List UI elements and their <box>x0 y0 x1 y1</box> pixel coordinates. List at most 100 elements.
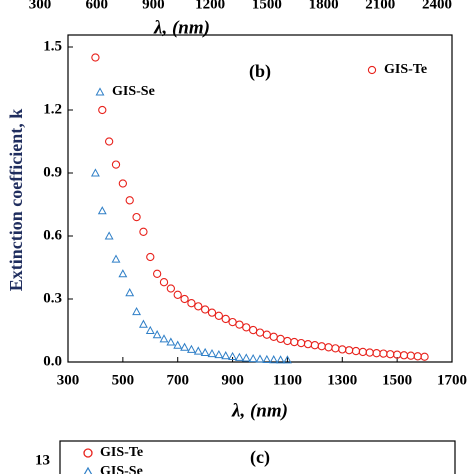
top-x-tick-label: 900 <box>142 0 165 12</box>
data-point <box>248 325 258 335</box>
y-tick-label: 0.6 <box>43 227 62 243</box>
data-point <box>242 323 251 332</box>
data-point <box>235 320 244 329</box>
data-point <box>97 206 107 215</box>
data-point <box>111 254 121 263</box>
x-tick-label: 700 <box>166 372 189 388</box>
x-tick-label: 1500 <box>382 372 412 388</box>
data-point <box>159 334 169 343</box>
data-point <box>324 343 333 352</box>
y-axis-label: Extinction coefficient, k <box>6 109 26 291</box>
legend-label: GIS-Se <box>112 84 155 99</box>
y-tick-label: 0.3 <box>43 290 62 306</box>
data-point <box>379 349 388 358</box>
legend-label: GIS-Te <box>384 62 427 77</box>
data-point <box>283 336 292 346</box>
data-point <box>248 353 258 363</box>
data-point <box>338 345 347 354</box>
data-point <box>276 334 285 344</box>
data-point <box>358 347 368 357</box>
data-point <box>241 353 251 362</box>
data-point <box>372 349 381 358</box>
x-tick-label: 900 <box>221 372 244 388</box>
bottom-panel-label: (c) <box>250 447 270 468</box>
data-point <box>310 341 320 350</box>
top-x-tick-label: 300 <box>29 0 52 12</box>
data-point <box>152 269 162 278</box>
data-point <box>207 308 217 317</box>
data-point <box>159 278 169 287</box>
y-tick-label: 0.9 <box>43 164 62 180</box>
bottom-legend-label: GIS-Se <box>100 464 143 474</box>
data-point <box>118 179 128 188</box>
data-point <box>180 294 189 304</box>
y-tick-label: 1.5 <box>43 38 62 54</box>
data-point <box>138 319 148 328</box>
data-point <box>90 168 100 177</box>
data-point <box>173 290 182 299</box>
data-point <box>221 314 230 324</box>
data-point <box>118 269 128 278</box>
data-point <box>104 231 114 240</box>
data-point <box>139 227 148 236</box>
data-point <box>228 317 237 327</box>
data-point <box>413 352 422 361</box>
data-point <box>166 284 176 293</box>
data-point <box>214 350 224 359</box>
top-x-tick-label: 600 <box>85 0 108 12</box>
y-tick-label: 0.0 <box>43 353 62 369</box>
x-tick-label: 1100 <box>273 372 302 388</box>
data-point <box>282 355 292 364</box>
data-point <box>399 351 409 360</box>
data-point <box>145 325 155 334</box>
data-point <box>234 352 244 361</box>
data-point <box>200 305 210 314</box>
data-point <box>125 196 134 205</box>
data-point <box>269 332 278 341</box>
data-point <box>125 288 135 297</box>
data-point <box>186 344 196 353</box>
data-point <box>406 351 416 360</box>
data-point <box>221 351 231 360</box>
data-point <box>132 306 142 316</box>
data-point <box>104 137 114 146</box>
data-point <box>152 330 162 339</box>
data-point <box>146 252 155 262</box>
data-point <box>269 355 279 364</box>
panel-label: (b) <box>249 61 271 82</box>
top-x-label: λ, (nm) <box>153 17 210 38</box>
x-tick-label: 1700 <box>437 372 467 388</box>
data-point <box>262 330 272 339</box>
data-point <box>187 299 196 308</box>
data-point <box>317 342 326 351</box>
data-point <box>262 354 272 363</box>
data-point <box>173 340 183 349</box>
data-point <box>276 355 286 364</box>
y-tick-label: 1.2 <box>43 101 62 117</box>
legend-marker <box>95 87 105 96</box>
data-point <box>166 337 176 346</box>
data-point <box>296 338 306 348</box>
legend-marker <box>367 65 377 75</box>
data-point <box>420 352 429 361</box>
bottom-legend-marker <box>83 448 93 458</box>
data-point <box>386 350 395 359</box>
bottom-y-tick-label: 13 <box>35 452 50 468</box>
data-point <box>255 354 265 363</box>
top-x-tick-label: 2400 <box>422 0 452 12</box>
bottom-frame <box>59 440 456 474</box>
data-point <box>194 302 203 311</box>
data-point <box>344 346 354 355</box>
data-point <box>91 53 100 62</box>
top-x-tick-label: 1800 <box>309 0 339 12</box>
data-point <box>180 342 190 351</box>
data-point <box>98 105 107 115</box>
data-point <box>207 348 217 358</box>
x-tick-label: 1300 <box>327 372 357 388</box>
x-tick-label: 500 <box>112 372 135 388</box>
data-point <box>351 346 361 356</box>
x-tick-label: 300 <box>57 372 80 388</box>
data-point <box>290 337 299 347</box>
data-point <box>303 339 313 349</box>
